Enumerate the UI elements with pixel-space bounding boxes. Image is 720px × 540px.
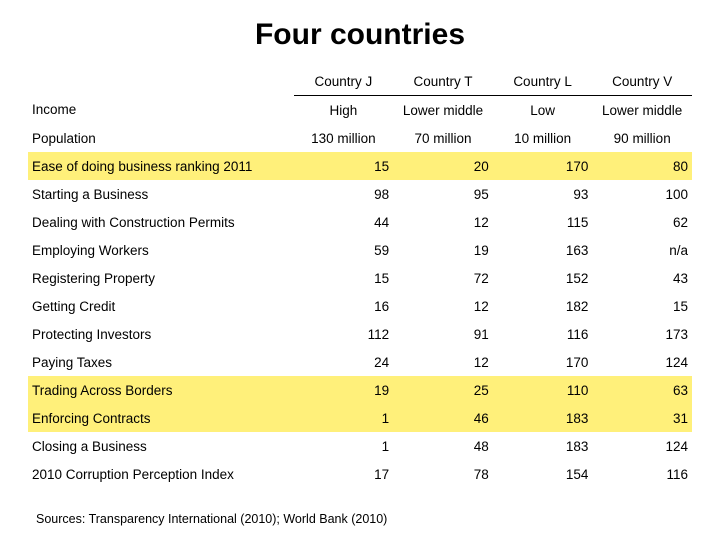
cell: Lower middle <box>393 96 493 125</box>
table-row: 2010 Corruption Perception Index17781541… <box>28 460 692 488</box>
cell: 19 <box>294 376 394 404</box>
cell: 173 <box>592 320 692 348</box>
cell: 112 <box>294 320 394 348</box>
cell: 20 <box>393 152 493 180</box>
cell: 15 <box>294 152 394 180</box>
cell: 12 <box>393 292 493 320</box>
cell: 182 <box>493 292 593 320</box>
cell: 124 <box>592 432 692 460</box>
cell: 100 <box>592 180 692 208</box>
table-header-row: Country J Country T Country L Country V <box>28 68 692 96</box>
row-label: Getting Credit <box>28 292 294 320</box>
row-label: Closing a Business <box>28 432 294 460</box>
cell: 93 <box>493 180 593 208</box>
table-row: Ease of doing business ranking 201115201… <box>28 152 692 180</box>
row-label: 2010 Corruption Perception Index <box>28 460 294 488</box>
table-row: Closing a Business148183124 <box>28 432 692 460</box>
cell: 63 <box>592 376 692 404</box>
table-row: IncomeHighLower middleLowLower middle <box>28 96 692 125</box>
cell: 130 million <box>294 124 394 152</box>
cell: 48 <box>393 432 493 460</box>
row-label: Employing Workers <box>28 236 294 264</box>
cell: 17 <box>294 460 394 488</box>
cell: 44 <box>294 208 394 236</box>
cell: 70 million <box>393 124 493 152</box>
table-header: Country V <box>592 68 692 96</box>
cell: 15 <box>294 264 394 292</box>
cell: 25 <box>393 376 493 404</box>
table-row: Starting a Business989593100 <box>28 180 692 208</box>
table-row: Protecting Investors11291116173 <box>28 320 692 348</box>
cell: 62 <box>592 208 692 236</box>
row-label: Paying Taxes <box>28 348 294 376</box>
cell: 116 <box>592 460 692 488</box>
cell: 98 <box>294 180 394 208</box>
cell: 10 million <box>493 124 593 152</box>
cell: 1 <box>294 404 394 432</box>
page-title: Four countries <box>28 18 692 52</box>
cell: 59 <box>294 236 394 264</box>
row-label: Population <box>28 124 294 152</box>
cell: 43 <box>592 264 692 292</box>
cell: 124 <box>592 348 692 376</box>
cell: 12 <box>393 208 493 236</box>
row-label: Income <box>28 96 294 125</box>
cell: 115 <box>493 208 593 236</box>
cell: 72 <box>393 264 493 292</box>
cell: Low <box>493 96 593 125</box>
cell: 116 <box>493 320 593 348</box>
cell: 80 <box>592 152 692 180</box>
cell: 183 <box>493 404 593 432</box>
row-label: Protecting Investors <box>28 320 294 348</box>
cell: 110 <box>493 376 593 404</box>
cell: 163 <box>493 236 593 264</box>
row-label: Dealing with Construction Permits <box>28 208 294 236</box>
cell: 90 million <box>592 124 692 152</box>
row-label: Starting a Business <box>28 180 294 208</box>
row-label: Ease of doing business ranking 2011 <box>28 152 294 180</box>
cell: 1 <box>294 432 394 460</box>
cell: 12 <box>393 348 493 376</box>
cell: 154 <box>493 460 593 488</box>
cell: 46 <box>393 404 493 432</box>
table-row: Employing Workers5919163n/a <box>28 236 692 264</box>
data-table: Country J Country T Country L Country V … <box>28 68 692 488</box>
cell: 19 <box>393 236 493 264</box>
cell: 95 <box>393 180 493 208</box>
table-row: Dealing with Construction Permits4412115… <box>28 208 692 236</box>
row-label: Registering Property <box>28 264 294 292</box>
row-label: Trading Across Borders <box>28 376 294 404</box>
cell: 78 <box>393 460 493 488</box>
cell: 91 <box>393 320 493 348</box>
table-row: Getting Credit161218215 <box>28 292 692 320</box>
table-row: Enforcing Contracts14618331 <box>28 404 692 432</box>
cell: 16 <box>294 292 394 320</box>
table-header: Country L <box>493 68 593 96</box>
cell: 170 <box>493 152 593 180</box>
row-label: Enforcing Contracts <box>28 404 294 432</box>
cell: 170 <box>493 348 593 376</box>
table-header-blank <box>28 68 294 96</box>
sources-text: Sources: Transparency International (201… <box>36 512 387 526</box>
table-row: Paying Taxes2412170124 <box>28 348 692 376</box>
table-header: Country J <box>294 68 394 96</box>
table-row: Registering Property157215243 <box>28 264 692 292</box>
cell: 183 <box>493 432 593 460</box>
cell: n/a <box>592 236 692 264</box>
cell: Lower middle <box>592 96 692 125</box>
cell: High <box>294 96 394 125</box>
table-header: Country T <box>393 68 493 96</box>
cell: 31 <box>592 404 692 432</box>
table-row: Trading Across Borders192511063 <box>28 376 692 404</box>
cell: 152 <box>493 264 593 292</box>
table-row: Population130 million70 million10 millio… <box>28 124 692 152</box>
cell: 15 <box>592 292 692 320</box>
cell: 24 <box>294 348 394 376</box>
